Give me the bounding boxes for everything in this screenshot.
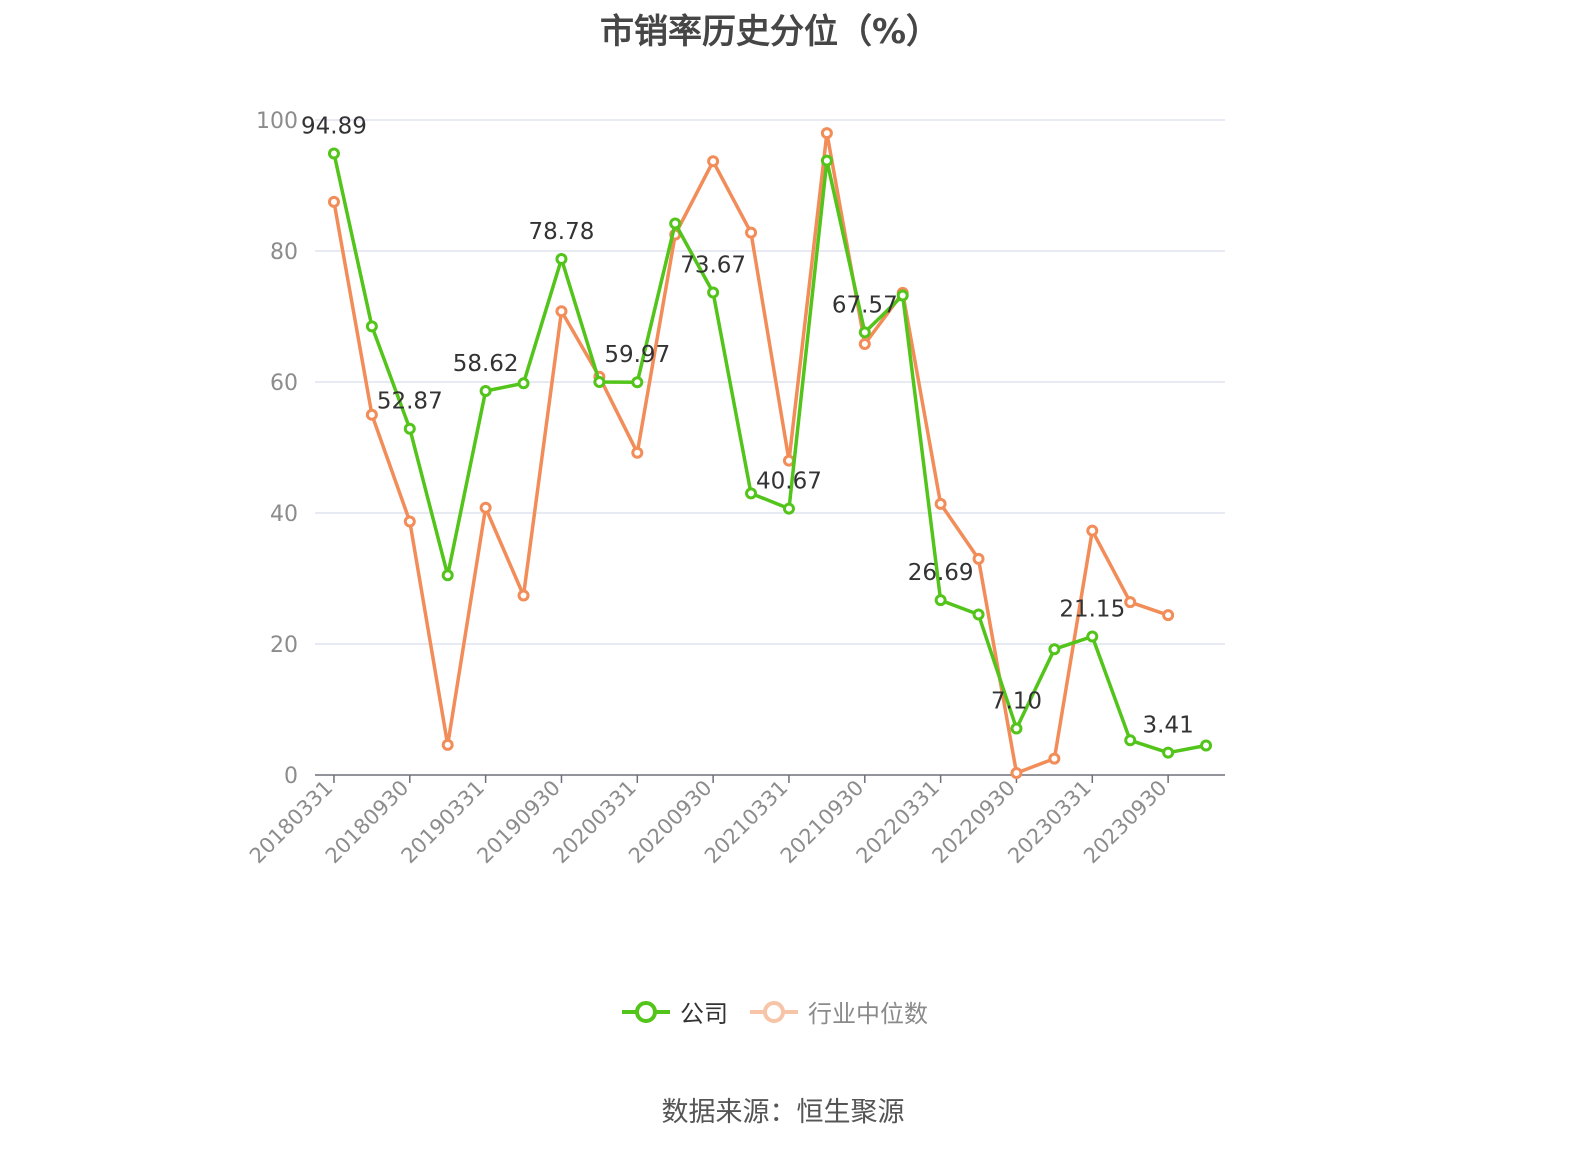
data-point (707, 155, 720, 168)
data-label: 26.69 (908, 560, 974, 586)
data-label: 3.41 (1143, 713, 1194, 739)
x-tick-label: 20230930 (1079, 776, 1172, 869)
data-point (441, 738, 454, 751)
data-point (1086, 524, 1099, 537)
legend: 公司 行业中位数 (0, 994, 1550, 1029)
data-point (820, 154, 833, 167)
data-point (631, 446, 644, 459)
data-point (1086, 630, 1099, 643)
data-point (403, 515, 416, 528)
series-line-company (332, 153, 1207, 755)
data-point (858, 326, 871, 339)
data-point (745, 226, 758, 239)
data-point (593, 376, 606, 388)
data-label: 52.87 (377, 389, 443, 415)
axes: 0204060801002018033120180930201903312019… (245, 109, 1225, 868)
data-point (555, 252, 568, 265)
chart-title: 市销率历史分位（%） (599, 12, 941, 52)
data-point (896, 289, 909, 302)
data-point (934, 594, 947, 607)
data-source-note: 数据来源：恒生聚源 (661, 1097, 905, 1128)
data-point (365, 408, 378, 421)
data-point (707, 286, 720, 299)
series-lines (327, 127, 1213, 780)
data-point (972, 608, 985, 621)
y-tick-label: 60 (270, 371, 298, 396)
legend-item-industry-median[interactable]: 行业中位数 (750, 994, 928, 1029)
data-label: 7.10 (991, 688, 1042, 714)
data-point (327, 195, 340, 208)
data-point (479, 501, 492, 514)
data-label: 40.67 (756, 469, 822, 495)
data-label: 73.67 (680, 252, 746, 278)
data-point (517, 377, 530, 390)
data-point (782, 454, 795, 467)
data-label: 78.78 (529, 219, 595, 245)
data-point (555, 305, 568, 318)
data-point (858, 338, 871, 351)
data-label: 21.15 (1059, 596, 1125, 622)
data-point (441, 569, 454, 582)
data-point (972, 552, 985, 565)
legend-line-circle-icon (622, 1000, 670, 1023)
data-point (1048, 752, 1061, 765)
data-point (403, 422, 416, 435)
data-point (745, 487, 758, 500)
y-tick-label: 80 (270, 240, 298, 265)
data-point (327, 147, 340, 160)
y-tick-label: 0 (284, 764, 298, 789)
data-point (1124, 596, 1137, 609)
data-label: 67.57 (832, 292, 898, 318)
data-label: 59.97 (604, 342, 670, 368)
data-labels: 94.89 52.87 58.62 78.78 59.97 73.67 40.67 67.57… (301, 113, 1194, 738)
data-point (934, 497, 947, 510)
data-point (820, 127, 833, 140)
legend-label-industry-median: 行业中位数 (808, 1000, 928, 1028)
data-label: 58.62 (453, 351, 519, 377)
data-point (479, 385, 492, 398)
data-point (1200, 739, 1213, 752)
data-point (631, 376, 644, 389)
legend-item-company[interactable]: 公司 (622, 994, 728, 1029)
data-point (1010, 767, 1023, 780)
data-point (517, 589, 530, 602)
y-tick-label: 20 (270, 633, 298, 658)
y-tick-label: 40 (270, 502, 298, 527)
data-point (1162, 609, 1175, 622)
legend-label-company: 公司 (680, 1000, 728, 1028)
data-point (1010, 722, 1023, 735)
data-point (1124, 734, 1137, 747)
data-point (1048, 643, 1061, 656)
legend-line-circle-icon (750, 1000, 798, 1023)
data-point (1162, 746, 1175, 759)
data-label: 94.89 (301, 113, 367, 139)
y-tick-label: 100 (256, 109, 298, 134)
data-point (365, 320, 378, 333)
data-point (782, 502, 795, 515)
data-point (669, 217, 682, 230)
